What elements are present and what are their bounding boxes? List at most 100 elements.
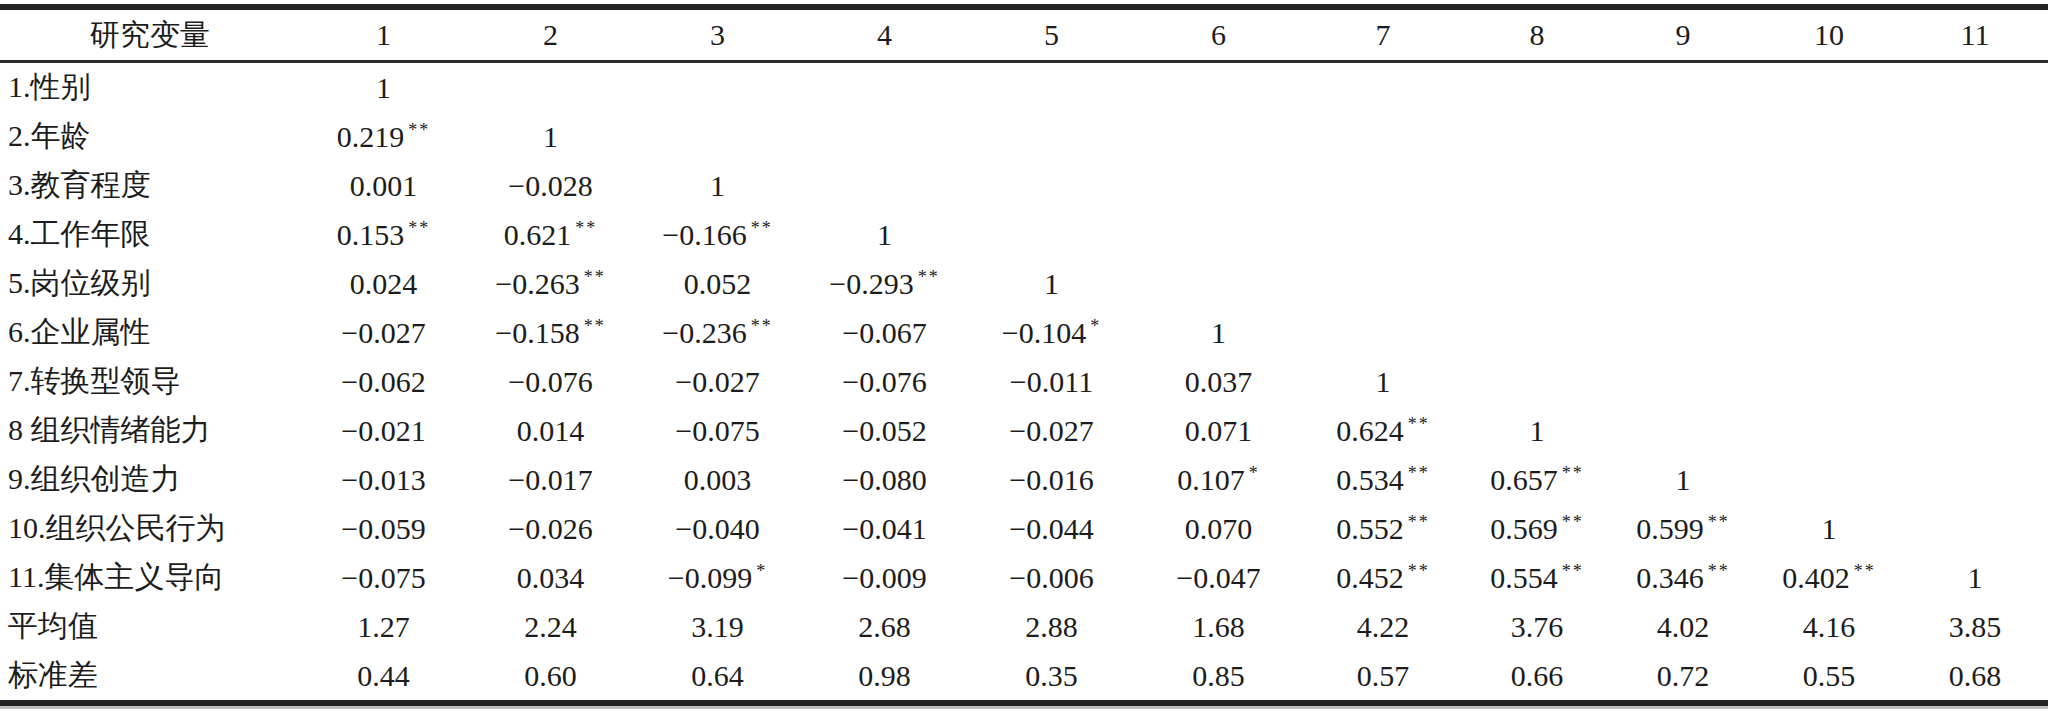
value-cell: [1464, 259, 1610, 308]
value-cell: −0.044: [968, 504, 1135, 553]
value-cell: −0.263**: [467, 259, 634, 308]
row-label: 3.教育程度: [0, 161, 300, 210]
variables-column-header: 研究变量: [0, 7, 300, 62]
value-cell: [1902, 357, 2048, 406]
value-cell: 0.071: [1135, 406, 1302, 455]
value-cell: 0.68: [1902, 651, 2048, 703]
table-row-2: 2.年龄0.219**1: [0, 112, 2048, 161]
significance-stars: **: [575, 218, 597, 238]
value-cell: [1756, 259, 1902, 308]
value-cell: [801, 161, 968, 210]
value-cell: [1135, 62, 1302, 113]
value-cell: −0.026: [467, 504, 634, 553]
value-cell: 0.621**: [467, 210, 634, 259]
value-cell: [1902, 161, 2048, 210]
value-cell: [1902, 112, 2048, 161]
significance-stars: **: [1408, 463, 1430, 483]
value-cell: [1464, 62, 1610, 113]
column-header-5: 5: [968, 7, 1135, 62]
significance-stars: **: [751, 316, 773, 336]
value-cell: 0.534**: [1302, 455, 1464, 504]
value-cell: 1: [1902, 553, 2048, 602]
value-cell: 2.68: [801, 602, 968, 651]
value-cell: [1302, 210, 1464, 259]
value-cell: [801, 62, 968, 113]
value-cell: [1464, 210, 1610, 259]
value-cell: −0.047: [1135, 553, 1302, 602]
value-cell: [1902, 455, 2048, 504]
column-header-1: 1: [300, 7, 467, 62]
value-cell: 4.22: [1302, 602, 1464, 651]
value-cell: [1135, 161, 1302, 210]
table-row-4: 4.工作年限0.153**0.621**−0.166**1: [0, 210, 2048, 259]
value-cell: 0.153**: [300, 210, 467, 259]
row-label: 平均值: [0, 602, 300, 651]
value-cell: 1: [1756, 504, 1902, 553]
correlation-table-frame: 研究变量1234567891011 1.性别12.年龄0.219**13.教育程…: [0, 4, 2048, 706]
value-cell: 0.599**: [1610, 504, 1756, 553]
significance-stars: **: [1562, 561, 1584, 581]
value-cell: [1756, 62, 1902, 113]
value-cell: −0.017: [467, 455, 634, 504]
significance-stars: *: [756, 561, 767, 581]
value-cell: −0.027: [300, 308, 467, 357]
value-cell: 0.44: [300, 651, 467, 703]
value-cell: 0.552**: [1302, 504, 1464, 553]
value-cell: 0.98: [801, 651, 968, 703]
value-cell: [968, 112, 1135, 161]
value-cell: −0.062: [300, 357, 467, 406]
value-cell: [1756, 161, 1902, 210]
value-cell: [968, 161, 1135, 210]
value-cell: [1302, 62, 1464, 113]
significance-stars: *: [1249, 463, 1260, 483]
row-label: 4.工作年限: [0, 210, 300, 259]
table-row-13: 标准差0.440.600.640.980.350.850.570.660.720…: [0, 651, 2048, 703]
value-cell: 1: [634, 161, 801, 210]
value-cell: 2.24: [467, 602, 634, 651]
table-row-12: 平均值1.272.243.192.682.881.684.223.764.024…: [0, 602, 2048, 651]
value-cell: [634, 112, 801, 161]
value-cell: 0.024: [300, 259, 467, 308]
value-cell: [1756, 455, 1902, 504]
value-cell: [1902, 62, 2048, 113]
significance-stars: **: [584, 267, 606, 287]
value-cell: 4.02: [1610, 602, 1756, 651]
value-cell: [968, 62, 1135, 113]
significance-stars: *: [1090, 316, 1101, 336]
value-cell: 0.657**: [1464, 455, 1610, 504]
value-cell: 0.052: [634, 259, 801, 308]
value-cell: [1610, 357, 1756, 406]
value-cell: 3.19: [634, 602, 801, 651]
value-cell: 0.57: [1302, 651, 1464, 703]
value-cell: 0.402**: [1756, 553, 1902, 602]
value-cell: 0.624**: [1302, 406, 1464, 455]
value-cell: [1610, 259, 1756, 308]
row-label: 5.岗位级别: [0, 259, 300, 308]
significance-stars: **: [1562, 512, 1584, 532]
value-cell: [1756, 357, 1902, 406]
value-cell: −0.059: [300, 504, 467, 553]
value-cell: −0.293**: [801, 259, 968, 308]
value-cell: [1902, 259, 2048, 308]
value-cell: 1: [1135, 308, 1302, 357]
table-row-6: 6.企业属性−0.027−0.158**−0.236**−0.067−0.104…: [0, 308, 2048, 357]
value-cell: [1756, 308, 1902, 357]
value-cell: [1302, 161, 1464, 210]
value-cell: −0.104*: [968, 308, 1135, 357]
value-cell: 0.346**: [1610, 553, 1756, 602]
value-cell: 2.88: [968, 602, 1135, 651]
significance-stars: **: [584, 316, 606, 336]
column-header-4: 4: [801, 7, 968, 62]
value-cell: −0.158**: [467, 308, 634, 357]
significance-stars: **: [1562, 463, 1584, 483]
significance-stars: **: [1854, 561, 1876, 581]
value-cell: [1902, 308, 2048, 357]
significance-stars: **: [1408, 512, 1430, 532]
value-cell: −0.013: [300, 455, 467, 504]
value-cell: [1135, 259, 1302, 308]
value-cell: −0.099*: [634, 553, 801, 602]
value-cell: [801, 112, 968, 161]
value-cell: [634, 62, 801, 113]
value-cell: 0.107*: [1135, 455, 1302, 504]
value-cell: 0.72: [1610, 651, 1756, 703]
